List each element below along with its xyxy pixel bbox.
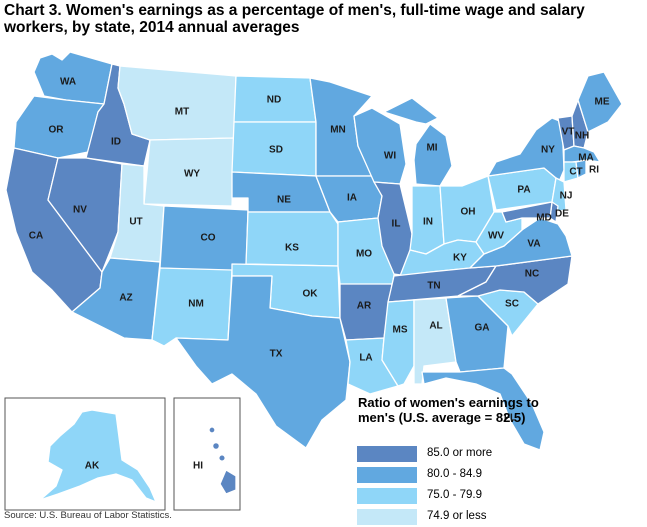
legend-swatch <box>357 488 417 504</box>
legend-label: 75.0 - 79.9 <box>427 489 482 501</box>
state-MD <box>501 201 553 223</box>
state-labels: WA OR CA ID NV MT WY UT AZ CO NM ND SD NE KS OK TX MN IA MO… <box>29 77 610 472</box>
state-label-va: VA <box>527 239 540 250</box>
state-label-mt: MT <box>175 107 189 118</box>
legend-item: 85.0 or more <box>357 446 617 464</box>
state-TX <box>175 275 351 449</box>
state-label-tn: TN <box>427 281 440 292</box>
state-label-ct: CT <box>569 167 582 178</box>
state-WI <box>353 107 407 185</box>
state-label-mo: MO <box>356 249 372 260</box>
state-label-vt: VT <box>562 127 575 138</box>
state-label-fl: FL <box>504 413 516 424</box>
state-label-hi: HI <box>193 461 203 472</box>
state-label-wi: WI <box>384 151 396 162</box>
state-label-la: LA <box>359 353 372 364</box>
state-HI <box>219 469 237 495</box>
state-label-wa: WA <box>60 77 76 88</box>
legend-item: 75.0 - 79.9 <box>357 488 617 506</box>
state-label-ga: GA <box>475 323 490 334</box>
legend-item: 74.9 or less <box>357 509 617 527</box>
state-label-id: ID <box>111 137 121 148</box>
state-label-nd: ND <box>267 95 281 106</box>
state-NE <box>231 171 331 213</box>
state-label-ia: IA <box>347 193 357 204</box>
state-MI <box>383 97 453 187</box>
legend-item: 80.0 - 84.9 <box>357 467 617 485</box>
state-label-ri: RI <box>589 165 599 176</box>
state-MT <box>117 65 237 141</box>
legend-label: 85.0 or more <box>427 447 493 459</box>
state-label-ne: NE <box>277 195 291 206</box>
state-label-md: MD <box>536 213 552 224</box>
state-label-oh: OH <box>461 207 476 218</box>
state-label-ok: OK <box>303 289 319 300</box>
state-label-pa: PA <box>517 185 530 196</box>
state-ME <box>577 71 623 133</box>
state-label-sd: SD <box>269 145 283 156</box>
state-label-wy: WY <box>184 169 200 180</box>
state-label-co: CO <box>201 233 216 244</box>
state-NJ <box>551 177 567 213</box>
state-FL <box>421 367 545 451</box>
state-label-nv: NV <box>73 205 87 216</box>
state-label-de: DE <box>555 209 569 220</box>
state-HI-island <box>218 454 226 462</box>
state-HI-island <box>211 441 221 451</box>
legend-swatch <box>357 446 417 462</box>
state-label-ar: AR <box>357 301 372 312</box>
state-label-ks: KS <box>285 243 299 254</box>
state-label-ca: CA <box>29 231 43 242</box>
legend-label: 74.9 or less <box>427 510 487 522</box>
state-label-tx: TX <box>270 349 283 360</box>
state-label-nh: NH <box>575 131 589 142</box>
state-RI <box>575 159 587 179</box>
state-label-ms: MS <box>393 325 408 336</box>
source-note: Source: U.S. Bureau of Labor Statistics. <box>4 510 172 521</box>
state-label-in: IN <box>423 217 433 228</box>
state-label-il: IL <box>392 219 401 230</box>
state-label-al: AL <box>429 321 442 332</box>
state-label-sc: SC <box>505 299 519 310</box>
state-label-nm: NM <box>188 299 204 310</box>
state-label-wv: WV <box>488 231 504 242</box>
state-label-me: ME <box>595 97 610 108</box>
state-WY <box>143 137 235 207</box>
state-NH <box>571 99 589 149</box>
legend-swatch <box>357 509 417 525</box>
hawaii-inset-frame <box>173 397 241 511</box>
state-label-ma: MA <box>578 153 594 164</box>
legend-label: 80.0 - 84.9 <box>427 468 482 480</box>
legend-swatch <box>357 467 417 483</box>
state-HI-island <box>208 426 216 434</box>
state-label-ky: KY <box>453 253 467 264</box>
state-label-or: OR <box>49 125 65 136</box>
state-AK <box>39 409 157 503</box>
hawaii-islands <box>208 426 237 495</box>
state-KS <box>245 211 339 267</box>
legend-title: Ratio of women's earnings to men's (U.S.… <box>358 395 539 425</box>
state-IL <box>373 181 413 277</box>
state-label-nc: NC <box>525 269 539 280</box>
state-label-mn: MN <box>330 125 346 136</box>
state-label-ut: UT <box>129 217 142 228</box>
state-label-ny: NY <box>541 145 555 156</box>
state-label-ak: AK <box>85 461 100 472</box>
state-label-nj: NJ <box>560 191 573 202</box>
state-label-mi: MI <box>426 143 437 154</box>
state-label-az: AZ <box>119 293 132 304</box>
chart-title: Chart 3. Women's earnings as a percentag… <box>4 2 585 36</box>
